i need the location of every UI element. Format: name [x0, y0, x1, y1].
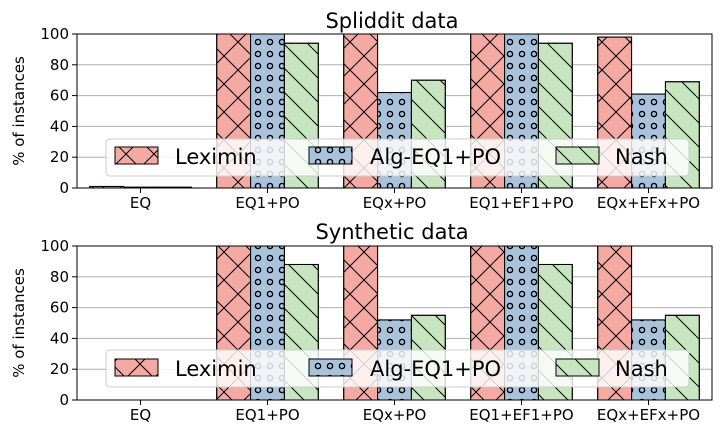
chart-panel-synthetic: Synthetic data % of instances 0 20 40 60 80 1…: [10, 220, 713, 424]
legend-swatch-leximin-hatch: [114, 146, 159, 165]
legend-swatch-alg-eq1-po-hatch: [308, 358, 353, 377]
y-tick-label: 80: [50, 268, 69, 286]
legend-label-leximin: Leximin: [175, 357, 257, 381]
x-tick-label: EQx+EFx+PO: [597, 406, 700, 424]
chart-title: Spliddit data: [325, 9, 458, 33]
x-tick-label: EQ1+EF1+PO: [469, 406, 573, 424]
y-tick-label: 100: [40, 237, 69, 255]
chart-title: Synthetic data: [315, 220, 468, 244]
legend: Leximin Alg-EQ1+PO Nash: [105, 349, 690, 388]
plot-frame: [76, 245, 713, 401]
x-tick-label: EQ1+EF1+PO: [469, 194, 573, 212]
y-tick-label: 60: [50, 299, 69, 317]
legend-swatch-nash-hatch: [555, 358, 600, 377]
y-tick-label: 60: [50, 87, 69, 105]
y-tick-label: 20: [50, 360, 69, 378]
x-tick-label: EQ1+PO: [235, 194, 299, 212]
x-tick-label: EQx+PO: [363, 194, 427, 212]
y-axis-label: % of instances: [10, 56, 28, 166]
legend-frame: [105, 349, 690, 388]
x-tick-label: EQx+PO: [363, 406, 427, 424]
x-tick-label: EQ: [130, 406, 151, 424]
y-axis-label: % of instances: [10, 268, 28, 378]
legend-frame: [105, 138, 690, 177]
legend: Leximin Alg-EQ1+PO Nash: [105, 138, 690, 177]
x-tick-label: EQ1+PO: [235, 406, 299, 424]
legend-label-alg-eq1-po: Alg-EQ1+PO: [370, 145, 501, 169]
x-tick-label: EQx+EFx+PO: [597, 194, 700, 212]
legend-label-nash: Nash: [615, 145, 668, 169]
x-tick-label: EQ: [130, 194, 151, 212]
y-tick-label: 40: [50, 117, 69, 135]
legend-swatch-alg-eq1-po-hatch: [308, 146, 353, 165]
legend-label-nash: Nash: [615, 357, 668, 381]
legend-swatch-leximin-hatch: [114, 358, 159, 377]
legend-label-leximin: Leximin: [175, 145, 257, 169]
y-tick-label: 40: [50, 329, 69, 347]
y-tick-label: 100: [40, 25, 69, 43]
plot-frame: [76, 33, 713, 189]
y-tick-label: 0: [59, 179, 69, 197]
y-tick-label: 80: [50, 56, 69, 74]
legend-label-alg-eq1-po: Alg-EQ1+PO: [370, 357, 501, 381]
chart-panel-spliddit: Spliddit data % of instances 0 20 40 60 80 10…: [10, 9, 713, 212]
y-tick-label: 0: [59, 391, 69, 409]
legend-swatch-nash-hatch: [555, 146, 600, 165]
y-tick-label: 20: [50, 148, 69, 166]
